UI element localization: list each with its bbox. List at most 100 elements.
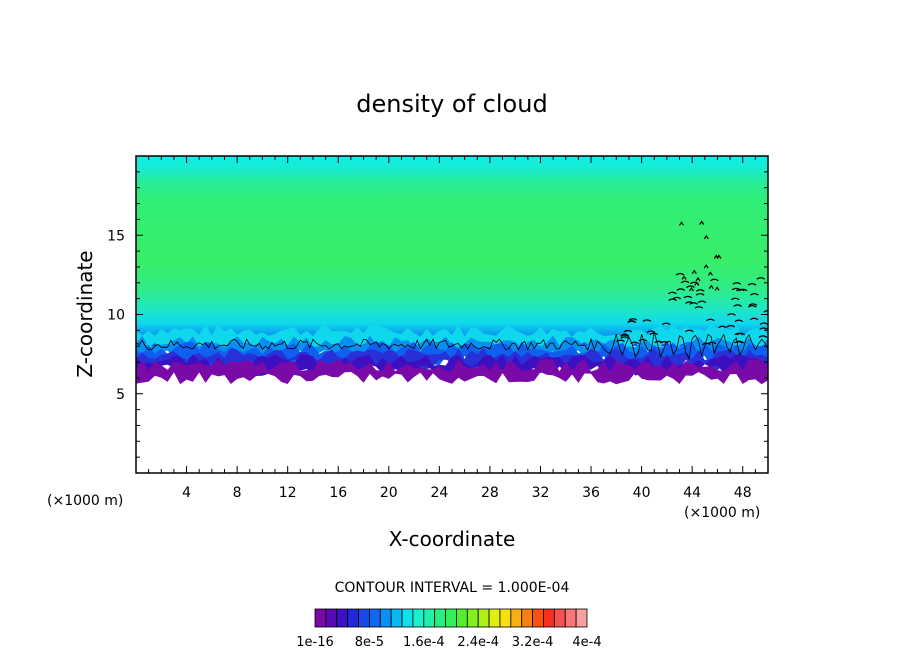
colorbar-swatch [553,608,566,628]
contour-line [627,320,636,323]
contour-line [727,313,736,316]
x-unit-label-left: (×1000 m) [47,493,123,509]
contour-line [732,282,742,285]
colorbar-swatch [401,608,414,628]
contour-line [726,324,736,328]
colorbar [314,608,588,628]
contour-line [620,336,630,339]
colorbar-swatch [314,608,327,628]
colorbar-swatch [510,608,523,628]
cloud-base-band [136,359,768,385]
y-tick-label: 5 [116,387,125,403]
contour-line [646,330,656,333]
colorbar-swatch [466,608,479,628]
x-tick-label: 28 [481,485,499,501]
contour-line [638,338,648,342]
contour-line [686,285,695,288]
x-tick-label: 40 [633,485,651,501]
contour-line [734,332,744,336]
colorbar-swatch [423,608,436,628]
contour-line [714,286,720,291]
x-tick-label: 36 [582,485,600,501]
colorbar-swatch [477,608,490,628]
colorbar-label: 2.4e-4 [457,635,499,650]
contour-line [136,331,768,361]
x-tick-label: 32 [532,485,550,501]
contour-line [672,296,682,300]
colorbar-swatch [379,608,392,628]
contour-line [620,333,630,337]
contour-line [659,341,669,344]
contour-line [748,303,758,306]
contour-line [649,332,659,336]
contour-line [733,341,743,344]
contour-line [750,293,759,296]
colorbar-swatch [543,608,555,628]
colorbar-swatch [368,608,381,628]
contour-line [685,301,694,304]
contour-line [694,306,704,309]
contour-line [697,300,707,304]
colorbar-swatch [499,608,512,628]
cloud-base-band [136,354,768,377]
contour-line [628,318,638,321]
contour-line [668,298,677,301]
contour-line [661,322,671,326]
colorbar-label: 1e-16 [296,635,334,650]
contour-line [747,283,757,286]
contour-line [684,329,694,333]
colorbar-swatch [325,608,338,628]
chart-title: density of cloud [356,90,547,118]
contour-line [681,275,687,280]
contour-line [733,304,743,307]
contour-line [667,291,677,295]
contour-line [713,254,719,259]
density-field [136,156,768,385]
colorbar-swatch [358,608,370,628]
contour-line [759,327,768,330]
contour-line [710,278,719,282]
colorbar-swatch [488,608,501,628]
contour-interval-text: CONTOUR INTERVAL = 1.000E-04 [335,580,570,596]
contour-line [695,276,701,282]
colorbar-swatch [575,608,588,628]
x-axis-label: X-coordinate [389,527,516,551]
colorbar-swatch [521,608,533,628]
x-tick-label: 20 [380,485,398,501]
colorbar-swatch [412,608,425,628]
contour-line [630,341,639,345]
x-tick-label: 48 [734,485,752,501]
colorbar-swatch [390,608,403,628]
colorbar-swatch [532,608,544,628]
y-axis-label: Z-coordinate [73,250,97,377]
contour-line [738,288,748,292]
contour-line [691,269,697,275]
contour-line [679,221,684,226]
x-tick-label: 24 [430,485,448,501]
colorbar-swatch [456,608,468,628]
contour-line [616,339,625,343]
contour-line [695,289,705,292]
contour-line [759,322,768,325]
y-tick-label: 15 [107,228,125,244]
contour-line [731,287,741,291]
contour-line [695,293,705,296]
cloud-body-band [136,156,768,347]
colorbar-label: 4e-4 [572,635,601,650]
colorbar-swatch [564,608,577,628]
contour-line [699,220,705,225]
contour-line [694,281,700,286]
contour-line [747,305,757,308]
contour-line [675,272,685,276]
colorbar-labels: 1e-16 8e-5 1.6e-4 2.4e-4 3.2e-4 4e-4 [296,635,601,650]
colorbar-label: 3.2e-4 [512,635,554,650]
colorbar-swatch [434,608,446,628]
contour-line [689,287,694,292]
contour-line [717,325,727,329]
contour-line [706,318,715,322]
contour-line [707,271,713,276]
y-tick-label: 10 [107,308,125,324]
colorbar-label: 8e-5 [355,635,384,650]
